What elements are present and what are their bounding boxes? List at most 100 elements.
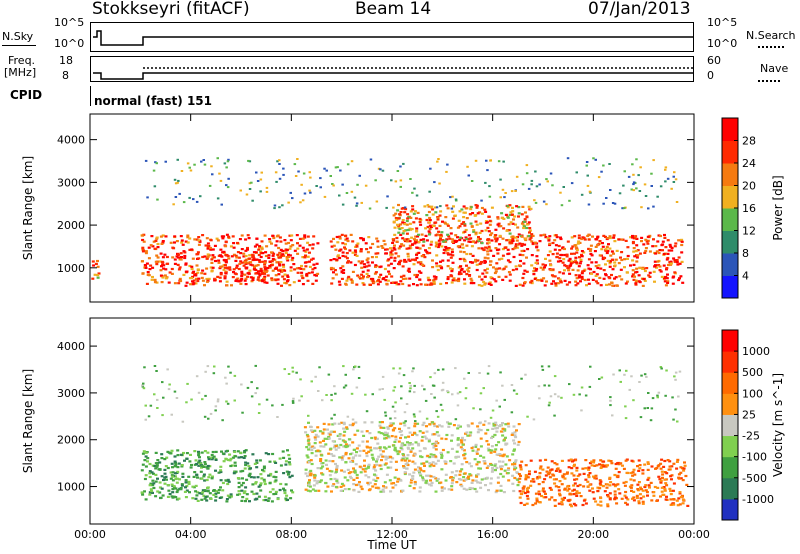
data-cell-0: [518, 283, 522, 286]
data-cell-0: [179, 258, 183, 261]
data-cell-0: [205, 237, 209, 240]
data-cell-1: [170, 495, 174, 498]
data-cell-0: [150, 235, 154, 238]
data-cell-0: [612, 234, 616, 237]
data-cell-0: [308, 244, 312, 247]
data-cell-1: [459, 425, 462, 428]
data-cell-1: [252, 492, 256, 496]
data-cell-0: [209, 266, 213, 269]
date-label: 07/Jan/2013: [588, 0, 691, 19]
data-cell-1: [386, 435, 390, 438]
data-cell-1: [475, 474, 478, 477]
data-cell-1: [514, 436, 518, 439]
data-cell-0: [342, 271, 346, 274]
far-echo-1: [258, 403, 261, 406]
data-cell-0: [531, 242, 535, 245]
far-echo-1: [214, 405, 218, 408]
data-cell-0: [541, 263, 545, 266]
data-cell-0: [498, 234, 502, 237]
data-cell-0: [497, 258, 501, 261]
data-cell-0: [394, 217, 398, 220]
data-cell-0: [289, 245, 293, 248]
data-cell-0: [400, 243, 404, 246]
data-cell-0: [236, 277, 240, 280]
data-cell-1: [602, 465, 606, 468]
data-cell-0: [663, 280, 667, 283]
data-cell-1: [586, 485, 590, 488]
data-cell-0: [401, 237, 405, 240]
data-cell-0: [296, 252, 300, 255]
data-cell-0: [349, 261, 353, 264]
data-cell-0: [642, 278, 646, 281]
data-cell-1: [527, 473, 531, 476]
data-cell-0: [678, 262, 682, 265]
far-echo-1: [212, 372, 216, 375]
far-echo-1: [207, 417, 210, 420]
far-echo-0: [586, 184, 590, 187]
far-echo-0: [274, 171, 278, 174]
data-cell-0: [411, 205, 415, 208]
data-cell-1: [203, 497, 207, 500]
data-cell-1: [361, 468, 365, 471]
data-cell-0: [613, 277, 616, 280]
far-echo-0: [568, 199, 571, 202]
data-cell-0: [421, 263, 424, 266]
data-cell-1: [654, 467, 657, 470]
data-cell-1: [399, 446, 403, 449]
data-cell-0: [164, 277, 168, 280]
data-cell-1: [665, 484, 669, 487]
data-cell-0: [332, 237, 335, 240]
data-cell-0: [375, 237, 379, 240]
data-cell-1: [637, 502, 641, 505]
data-cell-0: [631, 273, 635, 276]
data-cell-1: [534, 502, 538, 505]
data-cell-1: [632, 490, 636, 493]
data-cell-0: [623, 258, 627, 261]
data-cell-1: [529, 459, 533, 462]
data-cell-1: [608, 492, 612, 495]
data-cell-1: [425, 460, 429, 463]
data-cell-1: [349, 477, 353, 480]
data-cell-1: [222, 460, 226, 463]
far-echo-0: [639, 166, 642, 169]
data-cell-0: [530, 240, 534, 243]
far-echo-0: [289, 191, 292, 194]
data-cell-1: [558, 492, 561, 495]
data-cell-0: [663, 233, 666, 237]
data-cell-1: [561, 476, 565, 479]
data-cell-0: [451, 217, 455, 220]
data-cell-0: [260, 246, 264, 249]
data-cell-1: [419, 469, 423, 472]
data-cell-1: [375, 460, 378, 463]
data-cell-1: [561, 498, 565, 501]
data-cell-1: [375, 437, 379, 440]
data-cell-1: [599, 459, 603, 462]
data-cell-0: [488, 263, 492, 266]
data-cell-0: [385, 248, 389, 251]
data-cell-0: [548, 243, 552, 247]
data-cell-0: [180, 241, 184, 244]
data-cell-1: [664, 498, 668, 501]
far-echo-0: [450, 207, 454, 210]
data-cell-0: [207, 277, 211, 280]
data-cell-1: [155, 462, 159, 465]
data-cell-1: [636, 488, 640, 491]
data-cell-0: [483, 256, 487, 259]
data-cell-0: [435, 265, 439, 268]
data-cell-0: [399, 211, 403, 214]
far-echo-1: [479, 408, 482, 411]
data-cell-0: [533, 267, 536, 270]
data-cell-1: [309, 459, 313, 462]
data-cell-1: [209, 456, 213, 459]
data-cell-1: [180, 484, 184, 487]
data-cell-0: [472, 229, 476, 232]
data-cell-1: [390, 435, 394, 438]
data-cell-1: [342, 427, 346, 430]
data-cell-0: [508, 261, 512, 264]
data-cell-1: [629, 471, 633, 475]
data-cell-1: [636, 465, 639, 468]
data-cell-1: [405, 467, 409, 470]
data-cell-0: [242, 252, 246, 255]
data-cell-1: [305, 446, 309, 449]
data-cell-0: [281, 249, 285, 253]
